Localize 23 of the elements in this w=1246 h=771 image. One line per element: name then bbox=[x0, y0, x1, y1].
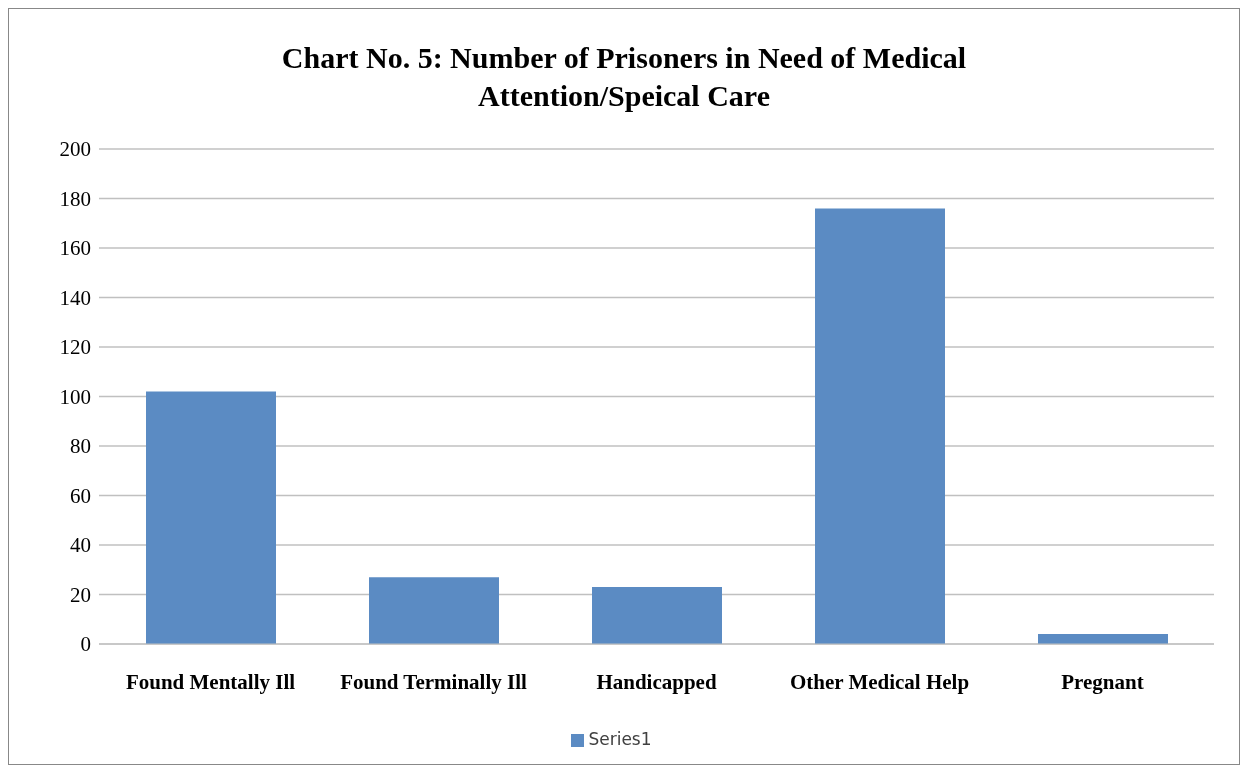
bar bbox=[1038, 634, 1168, 644]
x-tick-label: Found Terminally Ill bbox=[340, 669, 528, 694]
y-tick-label: 200 bbox=[59, 137, 91, 162]
y-tick-label: 140 bbox=[59, 285, 91, 310]
bar bbox=[815, 208, 945, 644]
y-tick-label: 180 bbox=[59, 186, 91, 211]
y-tick-label: 40 bbox=[70, 533, 91, 558]
y-tick-label: 0 bbox=[80, 632, 91, 657]
legend-label: Series1 bbox=[588, 729, 652, 749]
x-tick-label: Handicapped bbox=[596, 669, 717, 694]
y-tick-label: 20 bbox=[70, 582, 91, 607]
bar bbox=[592, 587, 722, 644]
x-tick-label: Other Medical Help bbox=[789, 669, 970, 694]
bar bbox=[369, 577, 499, 644]
y-tick-label: 60 bbox=[70, 483, 91, 508]
x-tick-label: Found Mentally Ill bbox=[125, 669, 296, 694]
bar bbox=[146, 391, 276, 644]
chart-title: Chart No. 5: Number of Prisoners in Need of Medical Attention/Speical Care bbox=[280, 40, 968, 114]
y-tick-label: 160 bbox=[59, 236, 91, 261]
y-tick-label: 100 bbox=[59, 384, 91, 409]
x-tick-label: Pregnant bbox=[1061, 669, 1144, 694]
y-tick-label: 80 bbox=[70, 434, 91, 459]
y-tick-label: 120 bbox=[59, 335, 91, 360]
